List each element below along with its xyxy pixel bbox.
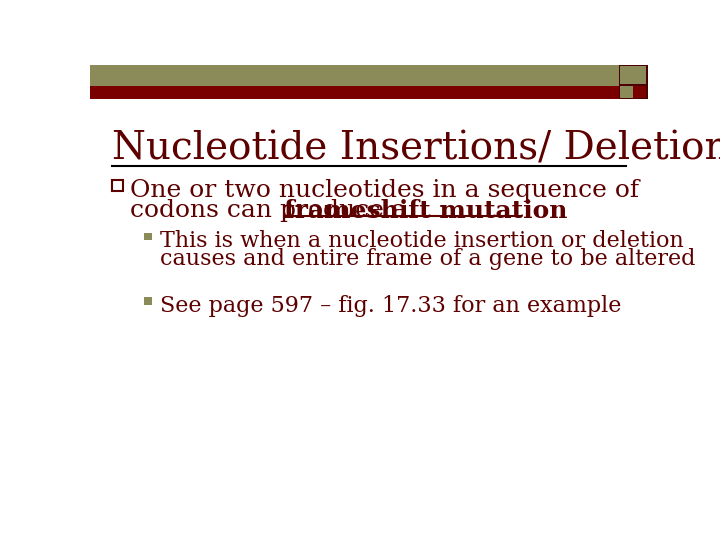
- Text: This is when a nucleotide insertion or deletion: This is when a nucleotide insertion or d…: [160, 231, 683, 252]
- Text: Nucleotide Insertions/ Deletions: Nucleotide Insertions/ Deletions: [112, 130, 720, 167]
- Bar: [620, 66, 647, 84]
- Bar: [90, 65, 618, 85]
- Bar: [620, 85, 632, 98]
- Text: causes and entire frame of a gene to be altered: causes and entire frame of a gene to be …: [160, 248, 696, 270]
- Bar: [144, 298, 152, 305]
- Bar: [618, 65, 648, 99]
- Text: frameshift mutation: frameshift mutation: [284, 199, 567, 223]
- Bar: [112, 180, 122, 191]
- Bar: [620, 85, 647, 98]
- Bar: [90, 85, 618, 99]
- Text: One or two nucleotides in a sequence of: One or two nucleotides in a sequence of: [130, 179, 639, 202]
- Text: See page 597 – fig. 17.33 for an example: See page 597 – fig. 17.33 for an example: [160, 295, 621, 317]
- Bar: [144, 233, 152, 240]
- Text: codons can produce a: codons can produce a: [130, 199, 415, 222]
